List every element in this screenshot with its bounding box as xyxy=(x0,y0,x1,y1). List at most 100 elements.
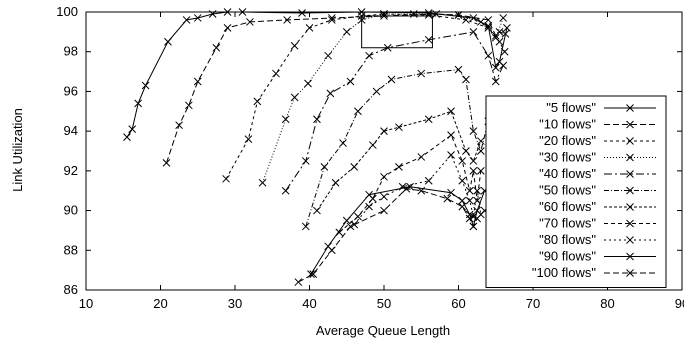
data-point-marker xyxy=(484,51,493,60)
data-point-marker xyxy=(281,115,290,124)
data-point-marker xyxy=(162,159,171,167)
data-point-marker xyxy=(193,14,202,22)
data-point-marker xyxy=(491,77,500,86)
data-point-marker xyxy=(290,93,299,102)
y-tick-label: 98 xyxy=(64,44,78,59)
data-point-marker xyxy=(301,157,310,165)
data-point-marker xyxy=(244,135,253,143)
data-point-marker xyxy=(462,16,470,24)
data-point-marker xyxy=(626,186,634,195)
legend-label: "90 flows" xyxy=(539,249,596,264)
data-point-marker xyxy=(380,127,388,135)
legend-label: "5 flows" xyxy=(546,100,596,115)
data-point-marker xyxy=(301,222,310,231)
data-point-marker xyxy=(272,69,280,78)
data-point-marker xyxy=(365,51,373,60)
zoom-box xyxy=(361,15,433,49)
data-point-marker xyxy=(141,81,150,90)
data-point-marker xyxy=(208,10,217,18)
data-point-marker xyxy=(313,115,321,124)
data-point-marker xyxy=(476,147,485,155)
data-point-marker xyxy=(354,212,362,221)
data-point-marker xyxy=(327,16,336,24)
data-point-marker xyxy=(372,87,381,96)
x-tick-label: 80 xyxy=(600,296,614,311)
series-line xyxy=(166,13,506,164)
data-point-marker xyxy=(458,196,467,205)
data-point-marker xyxy=(327,246,336,255)
data-point-marker xyxy=(626,137,634,145)
x-tick-label: 70 xyxy=(526,296,540,311)
data-point-marker xyxy=(324,242,332,251)
legend-box xyxy=(485,95,667,288)
data-point-marker xyxy=(503,24,511,32)
data-point-marker xyxy=(465,186,474,195)
data-point-marker xyxy=(313,206,321,215)
x-tick-label: 40 xyxy=(302,296,316,311)
legend: "5 flows""10 flows""20 flows""30 flows""… xyxy=(485,95,667,288)
data-point-marker xyxy=(346,222,355,231)
data-point-marker xyxy=(320,163,329,171)
data-point-marker xyxy=(380,172,388,181)
series-line xyxy=(316,110,482,211)
series-1 xyxy=(162,10,510,167)
x-axis-label: Average Queue Length xyxy=(316,323,450,338)
data-point-marker xyxy=(246,18,254,26)
series-0 xyxy=(123,8,511,141)
series-9 xyxy=(307,182,489,278)
y-tick-label: 86 xyxy=(64,282,78,297)
data-point-marker xyxy=(128,125,137,134)
data-point-marker xyxy=(476,167,485,175)
series-3 xyxy=(258,10,508,187)
data-point-marker xyxy=(402,184,411,193)
data-point-marker xyxy=(499,14,508,22)
data-point-marker xyxy=(473,214,481,223)
data-point-marker xyxy=(626,219,634,228)
data-point-marker xyxy=(222,174,230,183)
legend-label: "50 flows" xyxy=(539,183,596,198)
legend-label: "30 flows" xyxy=(539,150,596,165)
data-point-marker xyxy=(424,11,433,19)
data-point-marker xyxy=(626,203,634,211)
series-line xyxy=(126,11,508,138)
data-point-marker xyxy=(469,127,478,135)
x-axis-ticks: 10 20 30 40 50 60 70 80 90 xyxy=(79,12,684,311)
data-point-marker xyxy=(424,35,433,44)
data-point-marker xyxy=(238,8,247,16)
data-point-marker xyxy=(223,24,232,32)
series-line xyxy=(285,31,504,191)
x-tick-label: 50 xyxy=(377,296,391,311)
data-point-marker xyxy=(447,188,455,197)
data-point-marker xyxy=(469,222,478,231)
data-point-marker xyxy=(365,202,373,211)
legend-label: "10 flows" xyxy=(539,117,596,132)
data-point-marker xyxy=(626,170,634,178)
x-tick-label: 60 xyxy=(451,296,465,311)
data-point-marker xyxy=(175,121,183,130)
y-axis-ticks: 86 88 90 92 94 96 98 100 xyxy=(56,4,682,297)
data-point-marker xyxy=(476,137,485,145)
series-6 xyxy=(313,107,485,215)
data-point-marker xyxy=(365,190,373,199)
series-line xyxy=(262,13,504,183)
data-point-marker xyxy=(424,9,433,17)
data-point-marker xyxy=(380,206,388,215)
data-point-marker xyxy=(495,28,504,36)
data-point-marker xyxy=(462,147,470,155)
data-point-marker xyxy=(495,57,504,66)
data-point-marker xyxy=(327,14,336,22)
data-point-marker xyxy=(309,270,318,278)
data-point-marker xyxy=(184,101,193,110)
data-point-marker xyxy=(626,269,634,277)
data-point-marker xyxy=(380,192,388,201)
data-point-marker xyxy=(342,28,351,36)
data-point-marker xyxy=(476,18,485,26)
data-point-marker xyxy=(447,107,455,116)
data-point-marker xyxy=(395,163,403,171)
data-point-marker xyxy=(454,11,463,19)
data-point-marker xyxy=(469,14,478,22)
data-point-marker xyxy=(417,153,426,161)
data-point-marker xyxy=(387,75,396,84)
